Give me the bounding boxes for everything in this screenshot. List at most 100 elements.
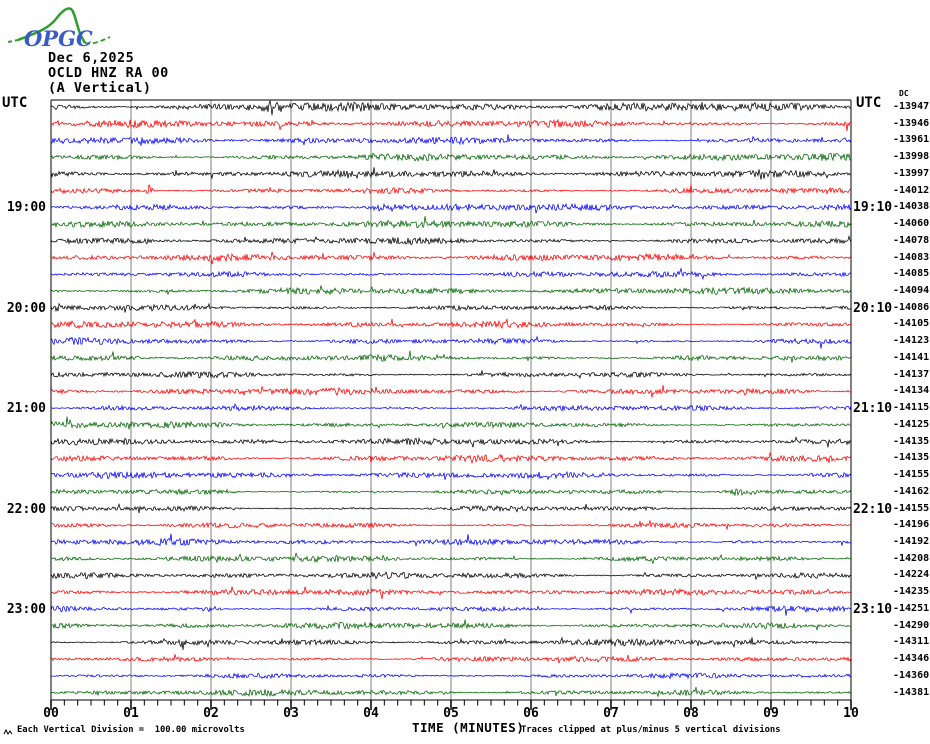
header-date: Dec 6,2025 [48,50,135,66]
dc-value: -14086 [893,301,930,313]
dc-value: -14162 [893,485,930,497]
x-tick-label: 09 [763,706,779,721]
dc-value: -14192 [893,535,930,547]
dc-value: -14083 [893,251,930,263]
dc-value: -14208 [893,552,930,564]
vertical-division-marker-icon [3,728,13,735]
trace-row-19:30 [50,251,852,265]
x-tick-label: 03 [283,706,299,721]
x-axis-title: TIME (MINUTES) [412,720,525,735]
trace-row-21:40 [50,471,852,481]
dc-column-label: DC [899,89,909,98]
left-hour-label: 19:00 [6,200,46,216]
trace-row-23:30 [50,654,852,664]
trace-row-22:30 [50,552,852,565]
trace-row-19:40 [50,267,852,281]
dc-value: -14235 [893,586,930,598]
header-orientation: (A Vertical) [48,80,152,96]
dc-value: -14196 [893,519,930,531]
dc-value: -14360 [893,669,930,681]
trace-row-20:20 [50,335,852,349]
trace-row-20:10 [50,318,852,330]
dc-value: -14224 [893,569,930,581]
right-hour-label: 23:10 [853,601,893,617]
right-hour-label: 21:10 [853,401,893,417]
x-tick-label: 05 [443,706,459,721]
dc-value: -14105 [893,318,930,330]
trace-row-22:50 [50,586,852,599]
right-hour-label: 19:10 [853,200,893,216]
dc-value: -14012 [893,184,930,196]
trace-row-18:40 [50,167,852,180]
dc-value: -13961 [893,134,930,146]
trace-row-21:10 [50,416,851,430]
dc-value: -14155 [893,469,930,481]
trace-row-18:50 [50,184,852,195]
trace-row-20:30 [50,350,852,363]
trace-row-22:10 [50,520,852,530]
trace-row-19:00 [50,202,852,214]
logo-curve-dash-left [7,39,19,43]
scale-note: Each Vertical Division = 100.00 microvol… [17,725,245,735]
trace-row-20:50 [50,384,852,398]
trace-row-22:40 [50,571,852,581]
left-utc-title: UTC [2,95,28,111]
dc-value: -13947 [893,101,930,112]
dc-value: -14135 [893,452,930,464]
dc-value: -14123 [893,335,930,347]
trace-row-19:50 [50,285,852,296]
left-hour-label: 20:00 [6,300,46,316]
trace-row-19:20 [50,235,852,245]
left-hour-label: 22:00 [6,501,46,517]
trace-row-18:30 [50,152,852,163]
logo-text: OPGC [24,26,93,50]
right-hour-label: 20:10 [853,300,893,316]
trace-row-23:20 [50,636,852,651]
dc-value: -13997 [893,167,930,179]
trace-row-20:40 [50,370,852,380]
dc-value: -14085 [893,268,930,280]
trace-row-20:00 [50,302,852,313]
dc-value: -14137 [893,368,930,380]
right-utc-title: UTC [856,95,882,111]
right-hour-label: 22:10 [853,501,893,517]
left-hour-label: 23:00 [6,601,46,617]
dc-value: -14125 [893,418,930,430]
dc-value: -14134 [893,385,930,397]
dc-value: -14290 [893,619,930,631]
dc-value: -14115 [893,402,930,414]
trace-lines [50,100,852,698]
x-tick-label: 08 [683,706,699,721]
minute-gridlines [130,100,772,700]
x-tick-label: 10 [843,706,859,721]
trace-row-19:10 [50,216,852,229]
dc-value: -14141 [893,351,930,363]
trace-row-18:10 [50,118,852,131]
dc-value: -14381 [893,686,930,698]
x-tick-label: 04 [363,706,379,721]
clip-note: Traces clipped at plus/minus 5 vertical … [521,725,781,735]
x-tick-label: 01 [123,706,139,721]
header-station-code: OCLD HNZ RA 00 [48,65,169,81]
logo-volcano-curve [17,7,87,44]
trace-row-23:50 [50,687,852,698]
logo-curve-dash-right [84,36,111,45]
dc-value: -14060 [893,218,930,230]
trace-row-21:00 [50,403,852,412]
trace-row-18:20 [50,134,852,146]
dc-value: -14135 [893,435,930,447]
x-tick-label: 02 [203,706,219,721]
x-tick-label: 00 [43,706,59,721]
trace-row-23:40 [50,671,852,680]
trace-row-18:00 [50,100,852,116]
dc-value: -14155 [893,502,930,514]
opgc-logo: OPGC [7,7,111,50]
x-tick-label: 06 [523,706,539,721]
trace-row-21:30 [50,451,852,465]
dc-value: -14038 [893,201,930,213]
dc-value: -13946 [893,117,930,129]
trace-row-21:20 [50,436,852,448]
trace-row-22:20 [50,533,852,547]
